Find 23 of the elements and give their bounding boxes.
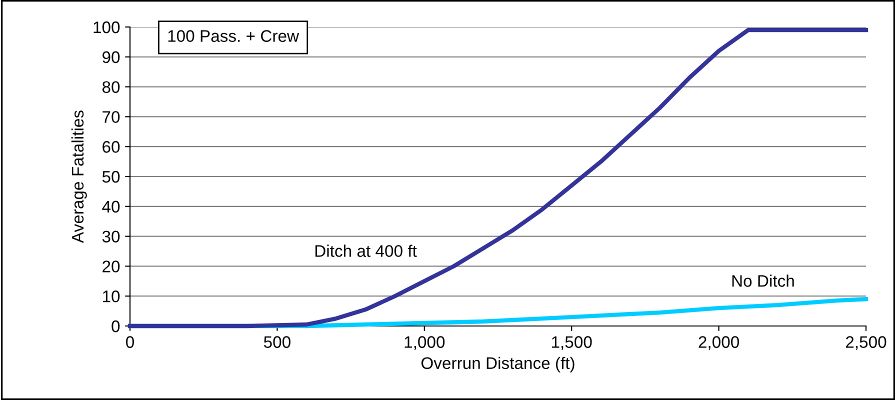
y-tick-label: 100 <box>94 21 120 34</box>
y-tick-label: 70 <box>102 111 120 123</box>
line-series <box>128 28 868 328</box>
y-tick-label: 0 <box>112 320 120 332</box>
y-tick-label: 10 <box>103 290 120 302</box>
y-axis-title: Average Fatalities <box>71 110 87 244</box>
y-tick-label: 50 <box>102 170 120 183</box>
x-axis-title: Overrun Distance (ft) <box>421 356 574 372</box>
annotation: 100 Pass. + Crew <box>168 30 300 42</box>
x-tick-label: 1,000 <box>404 336 445 350</box>
series-label: Ditch at 400 ft <box>315 244 417 257</box>
y-tick-label: 30 <box>102 230 120 243</box>
x-tick-label: 500 <box>264 336 290 348</box>
x-tick-label: 0 <box>126 336 134 348</box>
x-tick-label: 2,000 <box>698 336 740 350</box>
x-tick-label: 2,500 <box>846 336 886 350</box>
y-tick-label: 20 <box>102 260 120 272</box>
y-tick-label: 80 <box>102 81 120 94</box>
series-label: No Ditch <box>732 274 794 287</box>
y-tick-label: 60 <box>102 141 120 153</box>
y-tick-label: 90 <box>102 51 120 64</box>
x-tick-label: 1,500 <box>552 336 592 350</box>
y-tick-label: 40 <box>102 200 120 213</box>
